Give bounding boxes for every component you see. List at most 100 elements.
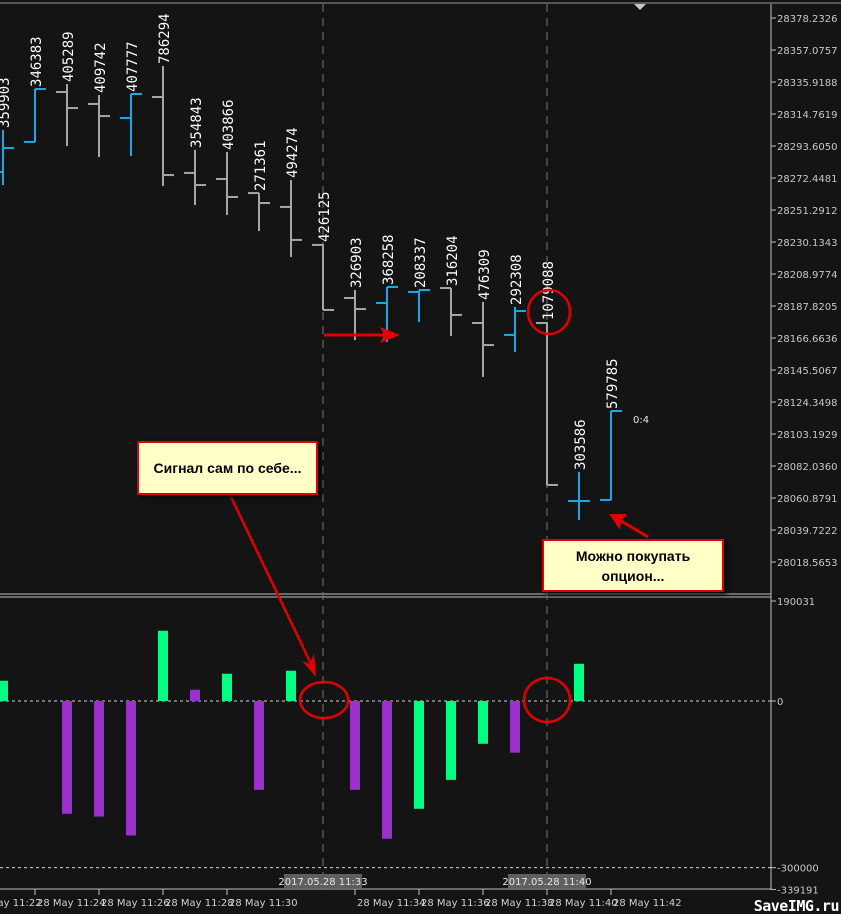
price-tick-label: 28060.8791 (777, 494, 837, 505)
price-tick-label: 28166.6636 (777, 334, 837, 345)
histogram-bar (446, 701, 456, 780)
ohlc-bar: 326903 (344, 237, 366, 341)
volume-label: 368258 (381, 234, 397, 285)
crosshair-time-box (284, 874, 362, 888)
red-arrow-head-icon (380, 327, 400, 343)
ohlc-bar: 292308 (504, 254, 526, 353)
volume-label: 407777 (125, 41, 141, 92)
ohlc-bar: 426125 (312, 191, 334, 311)
bar-timer: 0:4 (633, 415, 649, 426)
time-tick-label: 28 May 11:34 (357, 898, 426, 909)
ohlc-bar: 271361 (248, 140, 270, 232)
ohlc-bar: 368258 (376, 234, 398, 343)
histogram-bar (222, 673, 232, 701)
histogram-bar (382, 701, 392, 839)
price-tick-label: 28145.5067 (777, 366, 837, 377)
ohlc-bar: 403866 (216, 99, 238, 215)
indicator-tick-label: 0 (777, 697, 783, 708)
histogram-bar (414, 701, 424, 809)
crosshair-time-label: 2017.05.28 11:40 (502, 877, 591, 888)
price-tick-label: 28314.7619 (777, 110, 837, 121)
time-tick-label: 28 May 11:22 (0, 898, 42, 909)
indicator-tick-label: -300000 (777, 864, 819, 875)
ohlc-bar: 476309 (472, 249, 494, 377)
price-tick-label: 28293.6050 (777, 142, 837, 153)
price-tick-label: 28187.8205 (777, 302, 837, 313)
price-tick-label: 28124.3498 (777, 398, 837, 409)
ohlc-bar: 346383 (24, 36, 46, 143)
price-tick-label: 28357.0757 (777, 46, 837, 57)
price-tick-label: 28082.0360 (777, 462, 837, 473)
highlight-circle (526, 288, 572, 336)
histogram-bar (190, 689, 200, 701)
ohlc-bar: 786294 (152, 13, 174, 186)
time-tick-label: 28 May 11:40 (549, 898, 618, 909)
volume-label: 359903 (0, 77, 13, 128)
ohlc-bar: 303586 (568, 419, 590, 521)
histogram-bar (286, 670, 296, 701)
volume-label: 494274 (285, 127, 301, 178)
volume-label: 426125 (317, 191, 333, 242)
volume-label: 271361 (253, 140, 269, 191)
price-tick-label: 28039.7222 (777, 526, 837, 537)
red-pointer-line (229, 496, 313, 665)
price-tick-label: 28378.2326 (777, 14, 837, 25)
volume-label: 786294 (157, 13, 173, 64)
volume-label: 354843 (189, 97, 205, 148)
ohlc-bar: 1079088 (536, 261, 558, 486)
time-tick-label: 28 May 11:38 (485, 898, 554, 909)
volume-label: 476309 (477, 249, 493, 300)
ohlc-bar: 208337 (408, 237, 430, 323)
volume-label: 208337 (413, 237, 429, 288)
histogram-bar (0, 680, 8, 701)
volume-label: 326903 (349, 237, 365, 288)
crosshair-time-label: 2017.05.28 11:33 (278, 877, 367, 888)
red-arrow-head-icon (302, 653, 316, 677)
volume-label: 405289 (61, 31, 77, 82)
price-tick-label: 28251.2912 (777, 206, 837, 217)
volume-label: 409742 (93, 42, 109, 93)
price-tick-label: 28018.5653 (777, 558, 837, 569)
volume-label: 579785 (605, 358, 621, 409)
indicator-tick-label: 190031 (777, 597, 815, 608)
watermark-logo: SaveIMG.ru (753, 897, 840, 914)
time-tick-label: 28 May 11:42 (613, 898, 682, 909)
histogram-bar (62, 701, 72, 814)
price-tick-label: 28335.9188 (777, 78, 837, 89)
histogram-bar (510, 701, 520, 753)
red-arrow-head-icon (609, 514, 627, 530)
histogram-bar (158, 630, 168, 701)
indicator-tick-label: -339191 (777, 885, 819, 896)
highlight-circle (522, 676, 572, 724)
highlight-circle (298, 680, 350, 720)
histogram-bar (478, 701, 488, 744)
histogram-bar (350, 701, 360, 790)
callout-buy-option: Можно покупать опцион... (542, 539, 724, 592)
volume-label: 316204 (445, 235, 461, 286)
volume-label: 292308 (509, 254, 525, 305)
price-tick-label: 28272.4481 (777, 174, 837, 185)
price-tick-label: 28230.1343 (777, 238, 837, 249)
ohlc-bar: 405289 (56, 31, 78, 147)
callout-signal: Сигнал сам по себе... (137, 441, 318, 495)
histogram-bar (126, 701, 136, 836)
ohlc-bar: 359903 (0, 77, 14, 186)
volume-label: 403866 (221, 99, 237, 150)
volume-label: 346383 (29, 36, 45, 87)
ohlc-bar: 407777 (120, 41, 142, 156)
ohlc-bar: 494274 (280, 127, 302, 258)
volume-label: 303586 (573, 419, 589, 470)
time-tick-label: 28 May 11:24 (37, 898, 106, 909)
price-tick-label: 28208.9774 (777, 270, 837, 281)
time-tick-label: 28 May 11:26 (101, 898, 170, 909)
crosshair-time-box (508, 874, 586, 888)
histogram-bar (254, 701, 264, 790)
histogram-bar (94, 701, 104, 817)
time-tick-label: 28 May 11:28 (165, 898, 234, 909)
price-tick-label: 28103.1929 (777, 430, 837, 441)
ohlc-bar: 579785 (600, 358, 622, 501)
shift-marker-icon (634, 4, 646, 10)
histogram-bar (574, 663, 584, 701)
